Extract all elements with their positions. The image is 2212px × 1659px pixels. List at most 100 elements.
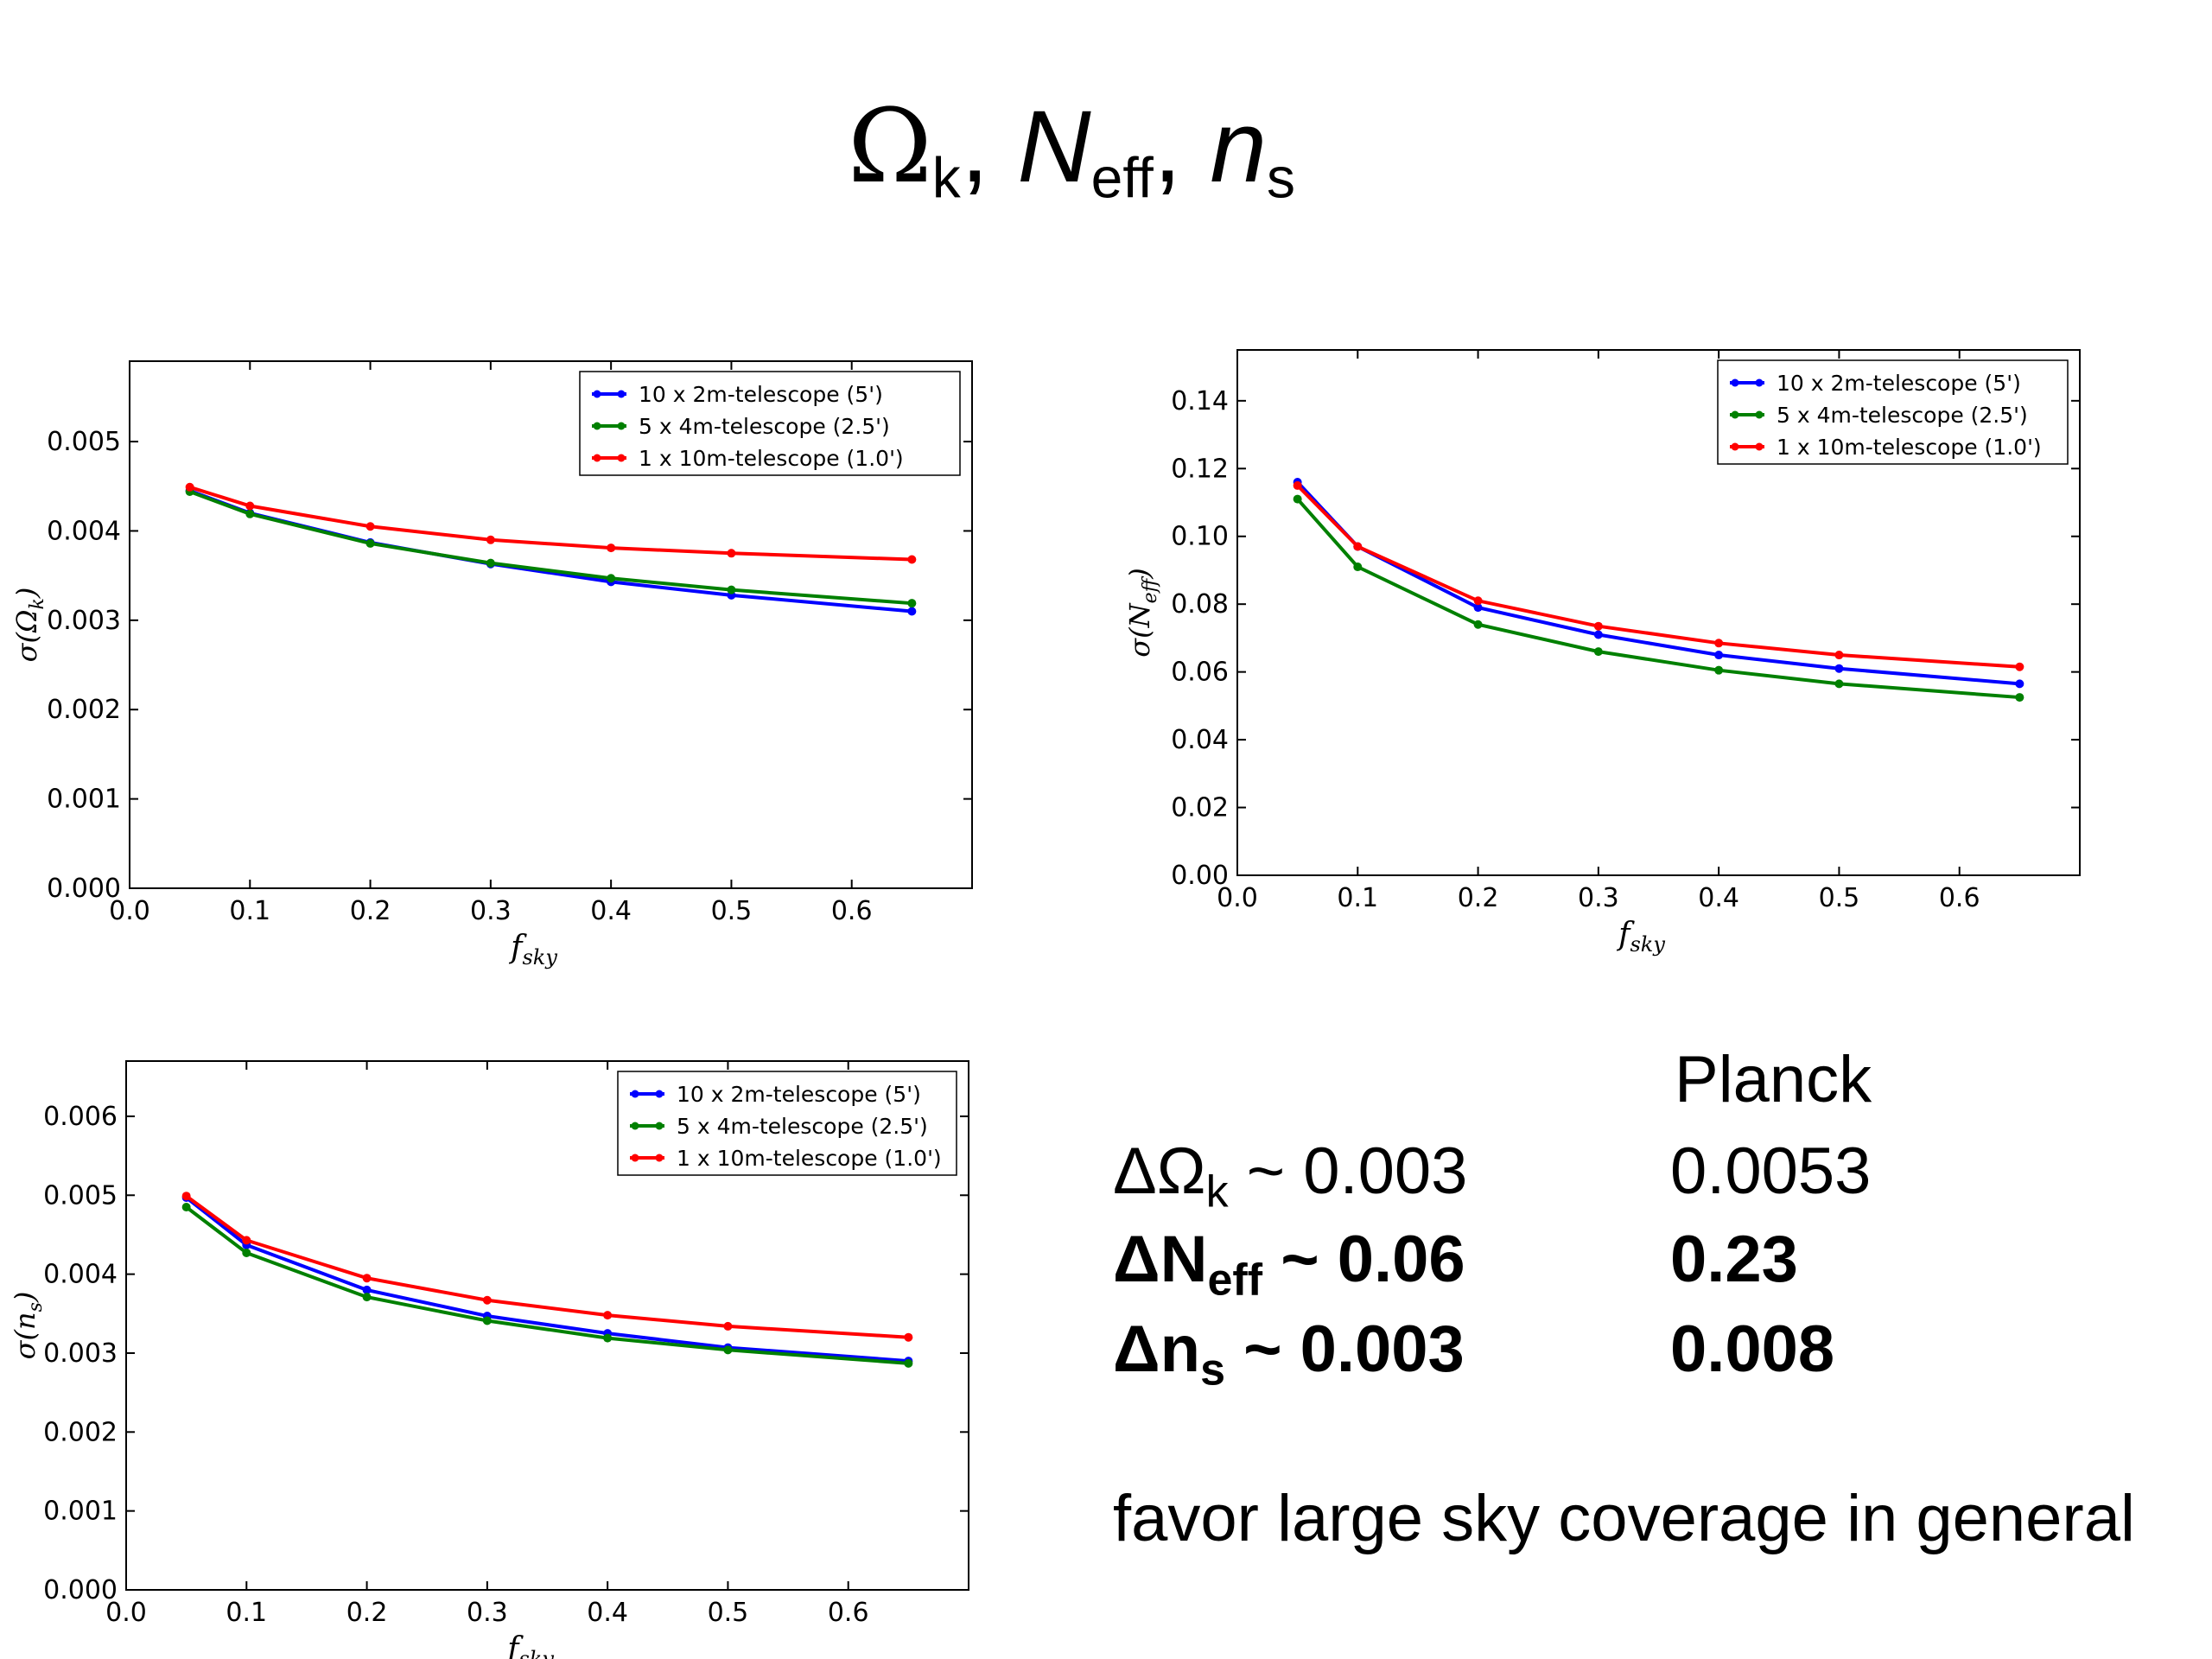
chart-0-ylabel-main: σ(Ω <box>10 609 43 662</box>
chart-0-legend-box <box>579 371 961 476</box>
chart-1-series-1-point-1 <box>1353 563 1363 572</box>
chart-2-series-2-point-6 <box>904 1332 913 1342</box>
chart-2-xlabel-sub: sky <box>518 1647 554 1659</box>
title-sep-2: , <box>1153 90 1182 204</box>
chart-0-series-2-point-3 <box>486 535 495 544</box>
chart-1-series-0-point-4 <box>1714 651 1724 660</box>
chart-2-xtick-label-2: 0.2 <box>346 1598 388 1628</box>
chart-0-ylabel-close: ) <box>10 588 43 599</box>
title-ns-sub: s <box>1267 145 1296 210</box>
chart-2-xlabel: fsky <box>505 1631 554 1659</box>
chart-2-legend-marker-b-2 <box>655 1154 664 1162</box>
chart-2-series-1-point-3 <box>482 1316 492 1325</box>
chart-1-legend-marker-a-2 <box>1731 442 1739 451</box>
chart-1-series-0-point-3 <box>1593 630 1603 639</box>
chart-0-xlabel: fsky <box>508 930 557 969</box>
chart-2-ytick-label-5: 0.005 <box>43 1180 118 1211</box>
slide-title: Ωk, Neff, ns <box>0 95 2143 206</box>
chart-0-xtick-label-3: 0.3 <box>470 896 512 926</box>
planck-header: Planck <box>1675 1043 1872 1116</box>
chart-1-legend-label-0: 10 x 2m-telescope (5') <box>1777 371 2021 396</box>
summary-note: favor large sky coverage in general <box>1113 1482 2135 1555</box>
chart-2-ylabel: σ(ns) <box>9 1292 47 1360</box>
chart-0-legend-marker-a-2 <box>593 454 601 462</box>
chart-1-legend-label-2: 1 x 10m-telescope (1.0') <box>1777 435 2042 460</box>
chart-2-ytick-label-0: 0.000 <box>43 1575 118 1605</box>
chart-1-legend-marker-b-1 <box>1755 410 1764 419</box>
chart-0-ytick-label-3: 0.003 <box>47 606 121 636</box>
chart-2-series-2-point-4 <box>603 1311 613 1320</box>
chart-1-series-2-point-3 <box>1593 621 1603 631</box>
chart-1-ytick-label-0: 0.00 <box>1171 861 1229 891</box>
chart-1-ytick-label-1: 0.02 <box>1171 793 1229 823</box>
chart-2-series-2-point-1 <box>242 1236 251 1245</box>
chart-0-series-1-point-6 <box>907 599 917 608</box>
chart-1-ytick-label-4: 0.08 <box>1171 589 1229 620</box>
row-ns-symbol: n <box>1160 1313 1201 1386</box>
chart-1-ylabel-main: σ(N <box>1123 602 1156 657</box>
row-ns-planck: 0.008 <box>1670 1313 1835 1386</box>
row-omega-sub: k <box>1205 1166 1229 1217</box>
chart-0-xtick-label-1: 0.1 <box>229 896 270 926</box>
chart-2-ytick-label-4: 0.004 <box>43 1260 118 1290</box>
row-omega-planck: 0.0053 <box>1670 1135 1872 1208</box>
chart-1-series-1-point-4 <box>1714 665 1724 675</box>
chart-0-xtick-label-4: 0.4 <box>590 896 632 926</box>
chart-2-ylabel-main: σ(n <box>9 1312 41 1359</box>
chart-0-legend-marker-b-1 <box>617 422 626 430</box>
chart-0-legend-label-0: 10 x 2m-telescope (5') <box>639 382 883 407</box>
chart-1-ytick-label-3: 0.06 <box>1171 658 1229 688</box>
chart-2-series-1-point-6 <box>904 1358 913 1368</box>
chart-1-series-1-point-3 <box>1593 647 1603 657</box>
chart-1-ylabel-close: ) <box>1123 568 1156 579</box>
chart-1-ylabel: σ(Neff) <box>1123 568 1161 657</box>
chart-2-ytick-label-1: 0.001 <box>43 1497 118 1527</box>
chart-2-legend-marker-a-0 <box>631 1090 639 1098</box>
chart-1-series-2-point-4 <box>1714 639 1724 648</box>
chart-0-xtick-label-6: 0.6 <box>831 896 873 926</box>
chart-1-series-0-point-5 <box>1834 664 1844 673</box>
chart-0-series-1-point-2 <box>365 538 375 548</box>
chart-1-ytick-label-7: 0.14 <box>1171 386 1229 416</box>
chart-1-xlabel-sub: sky <box>1630 932 1665 957</box>
chart-1-legend-marker-b-2 <box>1755 442 1764 451</box>
chart-0-legend-marker-b-0 <box>617 390 626 398</box>
chart-2-series-2-point-5 <box>723 1321 733 1331</box>
row-omega-delta: Δ <box>1113 1135 1157 1208</box>
row-neff-planck: 0.23 <box>1670 1223 1798 1296</box>
row-neff-delta: Δ <box>1113 1223 1160 1296</box>
row-neff-symbol: N <box>1160 1223 1208 1296</box>
chart-1-legend-marker-b-0 <box>1755 378 1764 387</box>
chart-0-legend-label-2: 1 x 10m-telescope (1.0') <box>639 446 904 471</box>
chart-2-series-1-point-4 <box>603 1333 613 1343</box>
chart-0-series-0-point-6 <box>907 607 917 616</box>
chart-0-ytick-label-5: 0.005 <box>47 427 121 457</box>
chart-2-ylabel-sub: s <box>25 1302 47 1312</box>
chart-0-xtick-label-5: 0.5 <box>711 896 753 926</box>
chart-1-series-0-point-6 <box>2015 679 2024 689</box>
chart-0-xtick-label-2: 0.2 <box>350 896 391 926</box>
chart-1-series-1-point-6 <box>2015 693 2024 702</box>
chart-0-series-2-point-2 <box>365 522 375 531</box>
chart-1-legend-marker-a-1 <box>1731 410 1739 419</box>
chart-0-series-2-point-5 <box>727 549 736 558</box>
chart-0-ytick-label-4: 0.004 <box>47 516 121 546</box>
chart-1-series-1-point-5 <box>1834 679 1844 689</box>
summary-row-ns: Δns ~ 0.003 <box>1113 1317 1465 1393</box>
chart-2-legend-marker-a-1 <box>631 1122 639 1130</box>
chart-2-series-1-point-5 <box>723 1345 733 1355</box>
chart-2-legend-marker-b-0 <box>655 1090 664 1098</box>
chart-1-series-0-point-2 <box>1473 603 1483 613</box>
chart-0-xtick-label-0: 0.0 <box>109 896 150 926</box>
chart-2-legend-label-1: 5 x 4m-telescope (2.5') <box>677 1114 928 1139</box>
chart-0-series-2-point-0 <box>185 482 194 492</box>
chart-0-series-2-point-4 <box>607 543 616 553</box>
title-neff-sub: eff <box>1090 145 1154 210</box>
chart-2-legend-label-0: 10 x 2m-telescope (5') <box>677 1082 921 1107</box>
chart-0-series-2-point-1 <box>245 501 255 511</box>
chart-1-xtick-label-6: 0.6 <box>1939 883 1980 913</box>
chart-0-series-1-point-1 <box>245 509 255 518</box>
title-neff: N <box>1017 90 1091 204</box>
